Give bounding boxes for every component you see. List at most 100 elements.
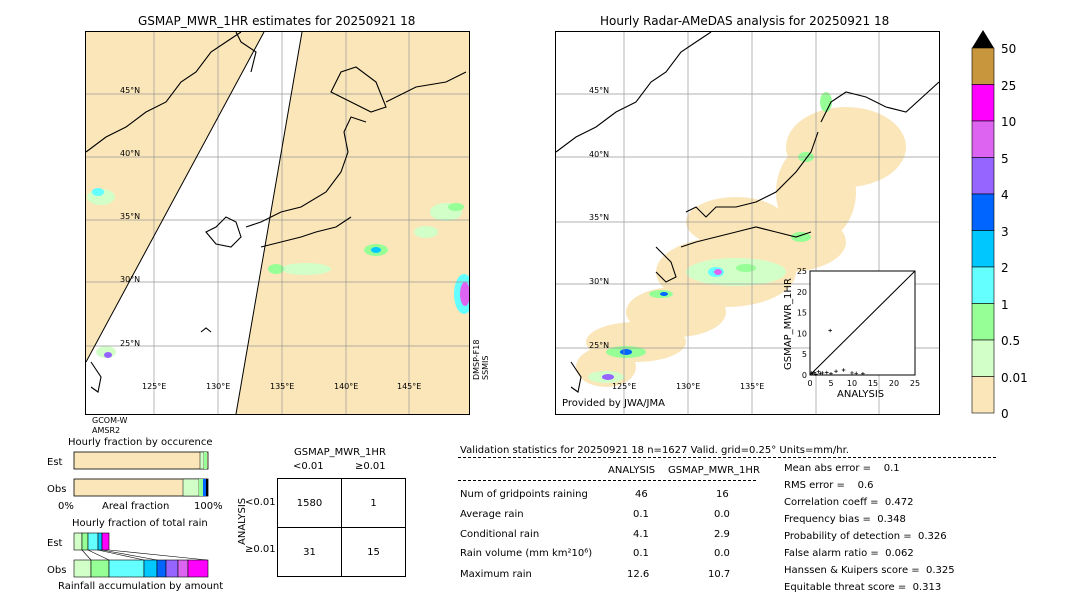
right-map-title: Hourly Radar-AMeDAS analysis for 2025092… — [600, 14, 890, 28]
scatter-point — [825, 370, 829, 375]
left-lon-label-130: 130°E — [206, 382, 231, 391]
hist-axis-0: 0% — [58, 501, 74, 512]
scatter-point — [841, 368, 846, 372]
colorbar-block — [971, 376, 995, 414]
stat-row-analysis: 4.1 — [633, 529, 649, 540]
scatter-y-tick: 0 — [802, 371, 807, 380]
hist-occ-est-label: Est — [47, 457, 63, 468]
right-lon-label-125: 125°E — [612, 382, 637, 391]
scatter-ylabel: GSMAP_MWR_1HR — [783, 278, 794, 370]
right-lon-label-130: 130°E — [676, 382, 701, 391]
left-lon-label-125: 125°E — [142, 382, 167, 391]
scatter-y-tick: 25 — [797, 267, 807, 276]
stat-row-label: Average rain — [460, 509, 524, 520]
scatter-point — [861, 371, 865, 376]
scatter-point — [850, 371, 854, 375]
scatter-x-tick: 20 — [889, 379, 899, 388]
hist-occ-obs-label: Obs — [47, 484, 67, 495]
left-lat-label-25: 25°N — [120, 339, 141, 348]
scatter-point — [834, 369, 838, 374]
scatter-x-tick: 10 — [847, 379, 857, 388]
right-lon-label-135: 135°E — [740, 382, 765, 391]
colorbar-block — [971, 266, 995, 304]
scatter-point — [820, 371, 825, 375]
stat-row-label: Maximum rain — [460, 569, 532, 580]
left-map-title: GSMAP_MWR_1HR estimates for 20250921 18 — [138, 14, 416, 28]
scatter-y-tick: 5 — [802, 350, 807, 359]
hist-rain-est-label: Est — [47, 538, 63, 549]
stat-row-analysis: 0.1 — [633, 548, 649, 559]
scatter-point — [828, 328, 832, 333]
contingency-cell: 1580 — [277, 478, 342, 528]
left-map: 45°N 40°N 35°N 30°N 25°N 125°E 130°E 135… — [85, 31, 470, 415]
colorbar-block — [971, 157, 995, 195]
colorbar-block — [971, 47, 995, 85]
contingency-row-lt: <0.01 — [245, 497, 276, 508]
left-lon-label-135: 135°E — [270, 382, 295, 391]
contingency-col-ge: ≥0.01 — [355, 461, 386, 472]
colorbar-block — [971, 303, 995, 341]
scatter-diagonal — [809, 270, 916, 376]
contingency-col-lt: <0.01 — [293, 461, 324, 472]
score-line: RMS error = 0.6 — [784, 480, 874, 491]
scatter-y-tick: 10 — [797, 329, 807, 338]
scatter-point — [818, 371, 823, 376]
contingency-cell: 1 — [341, 478, 406, 528]
right-lat-label-40: 40°N — [589, 150, 610, 159]
hist-occ-bars — [73, 451, 209, 497]
score-line: Mean abs error = 0.1 — [784, 463, 900, 474]
hist-occ-title: Hourly fraction by occurence — [68, 437, 213, 448]
colorbar-label-4: 4 — [1001, 188, 1009, 202]
scatter-point — [816, 369, 821, 374]
scatter-x-tick: 25 — [910, 379, 920, 388]
colorbar-extend-arrow — [972, 30, 994, 48]
hist-bottom-label: Rainfall accumulation by amount — [58, 581, 224, 592]
stat-row-label: Conditional rain — [460, 529, 540, 540]
stat-row-label: Rain volume (mm km²10⁶) — [460, 548, 593, 559]
colorbar-label-5: 5 — [1001, 152, 1009, 166]
hist-axis-mid: Areal fraction — [102, 501, 170, 512]
left-lat-label-30: 30°N — [120, 275, 141, 284]
colorbar-label-0.5: 0.5 — [1001, 334, 1021, 348]
validation-header: Validation statistics for 20250921 18 n=… — [460, 445, 849, 456]
scatter-xlabel: ANALYSIS — [837, 389, 885, 400]
colorbar-label-10: 10 — [1001, 115, 1017, 129]
left-sat-label: GCOM-W AMSR2 — [92, 416, 128, 435]
contingency-cell: 15 — [341, 527, 406, 577]
score-line: False alarm ratio = 0.062 — [784, 548, 914, 559]
right-lat-label-25: 25°N — [589, 341, 610, 350]
contingency-title: GSMAP_MWR_1HR — [294, 447, 386, 458]
left-map-canvas — [86, 32, 469, 414]
colorbar-label-0: 0 — [1001, 407, 1009, 421]
score-line: Correlation coeff = 0.472 — [784, 497, 914, 508]
colorbar-label-50: 50 — [1001, 42, 1017, 56]
scatter-x-tick: 15 — [868, 379, 878, 388]
scatter-point — [812, 370, 816, 375]
score-line: Hanssen & Kuipers score = 0.325 — [784, 565, 955, 576]
scatter-y-tick: 20 — [797, 288, 807, 297]
colorbar-block — [971, 120, 995, 158]
data-credit: Provided by JWA/JMA — [562, 398, 665, 409]
left-lon-label-140: 140°E — [334, 382, 359, 391]
scatter-y-tick: 15 — [797, 309, 807, 318]
colorbar-label-0.01: 0.01 — [1001, 371, 1028, 385]
stat-row-gsmap: 2.9 — [714, 529, 730, 540]
contingency-row-ge: ≥0.01 — [245, 544, 276, 555]
stat-row-gsmap: 0.0 — [714, 509, 730, 520]
hist-axis-100: 100% — [194, 501, 223, 512]
scatter-point — [829, 371, 833, 376]
right-lat-label-30: 30°N — [589, 277, 610, 286]
score-line: Equitable threat score = 0.313 — [784, 582, 942, 593]
right-sat-label: DMSP-F18 SSMIS — [472, 339, 490, 380]
left-lat-label-35: 35°N — [120, 212, 141, 221]
validation-divider — [458, 457, 996, 458]
colorbar-label-3: 3 — [1001, 225, 1009, 239]
scatter-point — [854, 371, 858, 376]
right-lat-label-35: 35°N — [589, 213, 610, 222]
colorbar-label-25: 25 — [1001, 79, 1017, 93]
colorbar-block — [971, 84, 995, 122]
stat-row-label: Num of gridpoints raining — [460, 489, 588, 500]
scatter-x-tick: 0 — [807, 379, 812, 388]
scatter-x-tick: 5 — [828, 379, 833, 388]
colorbar — [971, 30, 995, 414]
